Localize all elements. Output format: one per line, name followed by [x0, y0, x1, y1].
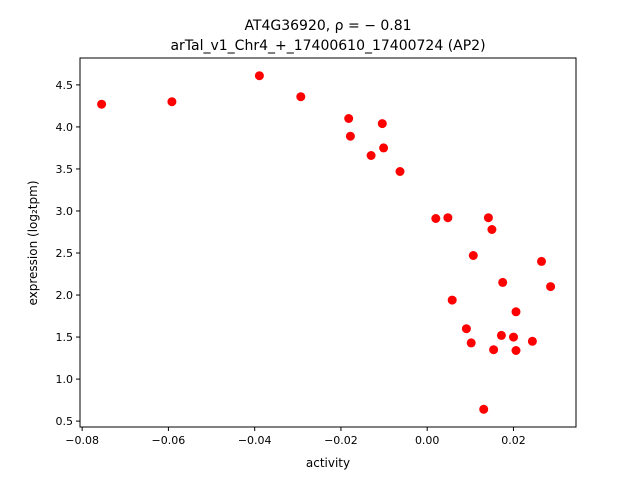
data-point-18	[546, 282, 556, 292]
x-tick-label: −0.04	[238, 434, 272, 447]
data-point-9	[366, 151, 376, 160]
data-point-13	[483, 213, 493, 223]
data-point-21	[461, 324, 471, 334]
data-point-8	[379, 143, 389, 153]
y-tick-label: 4.5	[56, 79, 74, 92]
data-point-6	[345, 131, 355, 141]
data-point-23	[509, 332, 518, 342]
y-tick-label: 2.5	[56, 247, 74, 260]
data-point-3	[254, 71, 264, 81]
y-tick-label: 2.0	[56, 289, 74, 302]
y-tick-label: 3.0	[56, 205, 74, 218]
data-point-25	[527, 336, 537, 346]
data-point-7	[377, 119, 387, 129]
data-point-19	[447, 295, 457, 305]
data-point-17	[498, 277, 508, 287]
x-tick-label: −0.02	[324, 434, 358, 447]
data-point-28	[479, 404, 489, 414]
y-axis-ticks: 0.5 1.0 1.5 2.0 2.5 3.0 3.5 4.0 4.5	[56, 79, 80, 428]
data-point-5	[344, 114, 354, 123]
x-tick-label: 0.02	[501, 434, 526, 447]
chart-title-line1: AT4G36920, ρ = − 0.81	[244, 18, 411, 34]
data-point-4	[296, 92, 306, 102]
x-tick-label: −0.08	[65, 434, 99, 447]
data-point-14	[487, 225, 497, 234]
data-point-1	[97, 99, 107, 109]
data-point-24	[466, 338, 476, 348]
y-tick-label: 3.5	[56, 163, 74, 176]
data-point-12	[443, 213, 453, 223]
x-tick-label: −0.06	[152, 434, 186, 447]
x-axis-ticks: −0.08 −0.06 −0.04 −0.02 0.00 0.02	[65, 427, 526, 447]
plot-frame	[79, 57, 577, 428]
x-axis-label: activity	[306, 456, 350, 470]
y-tick-label: 0.5	[56, 415, 74, 428]
y-axis-label: expression (log₂tpm)	[26, 180, 40, 305]
y-tick-label: 4.0	[56, 121, 74, 134]
data-point-27	[511, 346, 521, 355]
y-tick-label: 1.0	[56, 373, 74, 386]
x-tick-label: 0.00	[415, 434, 440, 447]
data-point-2	[167, 97, 177, 107]
data-point-26	[489, 345, 499, 355]
chart-title-line2: arTal_v1_Chr4_+_17400610_17400724 (AP2)	[170, 38, 485, 54]
data-point-15	[537, 256, 546, 266]
data-point-10	[395, 167, 405, 176]
data-point-11	[431, 214, 441, 223]
data-point-16	[468, 251, 478, 260]
y-tick-label: 1.5	[56, 331, 74, 344]
data-points	[97, 71, 556, 414]
data-point-20	[511, 307, 521, 317]
data-point-22	[496, 330, 506, 340]
